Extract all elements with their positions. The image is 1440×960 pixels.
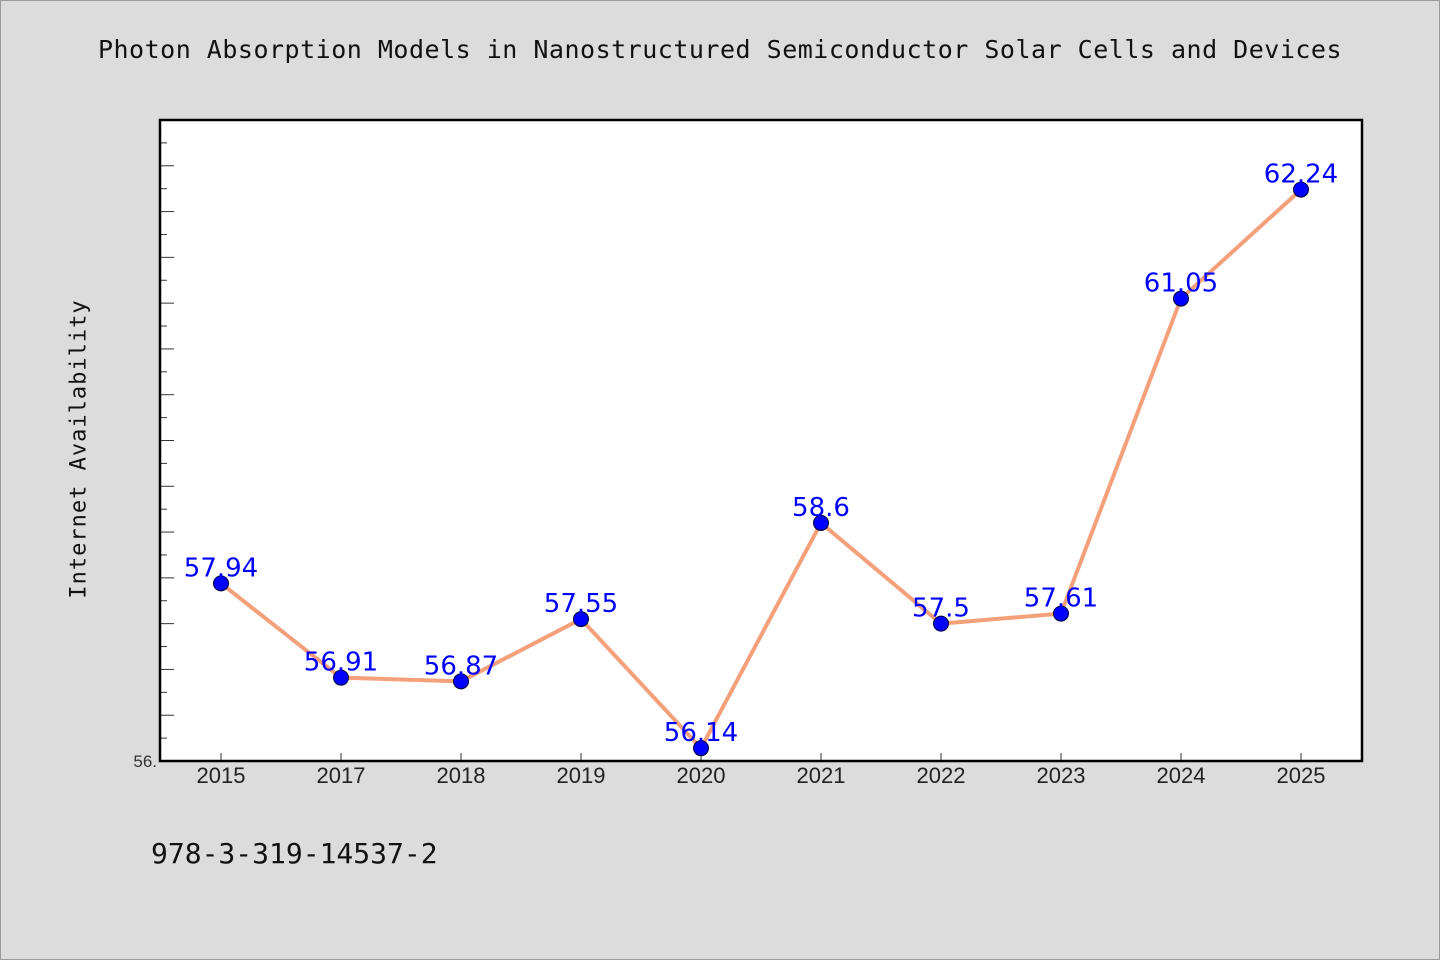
x-tick-label: 2018 xyxy=(437,763,486,788)
data-point xyxy=(1053,605,1069,622)
x-axis-ticks: 2015 2017 2018 2019 2020 2021 2022 2023 2024 2025 xyxy=(197,753,1326,788)
data-labels: 57.94 56.91 56.87 57.55 56.14 58.6 57.5 57.61 61… xyxy=(184,160,1338,749)
y-tick-label: 56. xyxy=(133,752,157,771)
data-label: 58.6 xyxy=(792,493,850,523)
data-label: 57.94 xyxy=(184,553,258,583)
series-line xyxy=(219,187,1303,751)
x-tick-label: 2015 xyxy=(197,763,246,788)
series-line-group xyxy=(219,187,1303,751)
data-label: 56.14 xyxy=(664,718,738,748)
data-markers xyxy=(213,181,1309,757)
data-point xyxy=(693,740,709,757)
data-point xyxy=(573,611,589,628)
plot-frame xyxy=(158,118,1364,763)
data-label: 56.91 xyxy=(304,648,378,678)
data-point xyxy=(453,673,469,690)
x-tick-label: 2017 xyxy=(317,763,366,788)
data-point xyxy=(213,575,229,592)
x-tick-label: 2025 xyxy=(1277,763,1326,788)
data-label: 62.24 xyxy=(1264,160,1338,190)
data-label: 56.87 xyxy=(424,651,498,681)
x-tick-label: 2021 xyxy=(797,763,846,788)
x-tick-label: 2023 xyxy=(1037,763,1086,788)
data-point xyxy=(933,615,949,632)
data-label: 57.5 xyxy=(912,594,970,624)
chart-title: Photon Absorption Models in Nanostructur… xyxy=(97,35,1343,64)
data-point xyxy=(1293,181,1309,198)
data-point xyxy=(333,669,349,686)
data-label: 57.61 xyxy=(1024,584,1098,614)
x-tick-label: 2020 xyxy=(677,763,726,788)
plot-area xyxy=(160,120,1362,761)
data-label: 57.55 xyxy=(544,589,618,619)
data-label: 61.05 xyxy=(1144,269,1218,299)
data-point xyxy=(813,514,829,531)
x-tick-label: 2024 xyxy=(1157,763,1206,788)
data-point xyxy=(1173,290,1189,307)
x-tick-label: 2022 xyxy=(917,763,966,788)
isbn-text: 978-3-319-14537-2 xyxy=(151,837,438,870)
x-tick-label: 2019 xyxy=(557,763,606,788)
